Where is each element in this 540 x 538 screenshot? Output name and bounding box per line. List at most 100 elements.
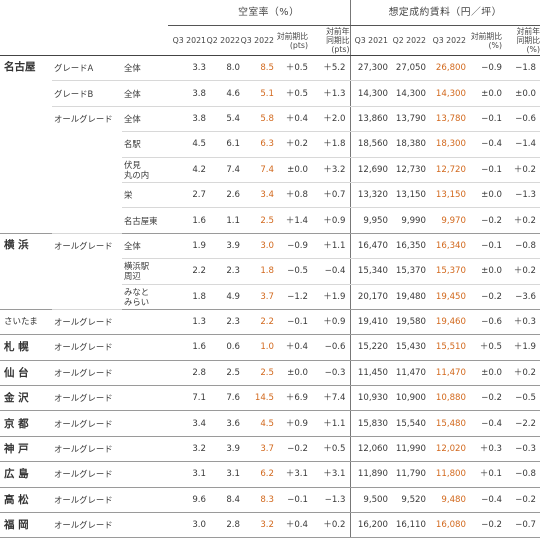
cell-rent-yoy: −0.6 <box>502 106 540 133</box>
cell-rent-qoq: −0.4 <box>466 410 502 437</box>
cell-vac-yoy: −0.6 <box>308 334 350 361</box>
cell-vac-yoy: ＋0.7 <box>308 182 350 209</box>
cell-vac-q3-2021: 1.6 <box>168 334 206 361</box>
cell-rent-yoy: −0.3 <box>502 436 540 463</box>
cell-vac-qoq: ＋0.4 <box>274 334 308 361</box>
cell-vac-qoq: −0.1 <box>274 487 308 514</box>
cell-rent-q2-2022: 16,110 <box>388 512 426 538</box>
cell-vac-q3-2022: 8.5 <box>240 55 274 82</box>
cell-rent-q2-2022: 11,990 <box>388 436 426 463</box>
cell-vac-q3-2021: 7.1 <box>168 385 206 412</box>
area-label: 栄 <box>122 182 168 209</box>
cell-rent-qoq: ±0.0 <box>466 80 502 107</box>
cell-rent-q2-2022: 15,430 <box>388 334 426 361</box>
area-label: みなと みらい <box>122 284 168 310</box>
cell-rent-q3-2021: 9,950 <box>349 207 388 234</box>
cell-rent-q3-2021: 12,690 <box>349 157 388 183</box>
cell-rent-yoy: −0.8 <box>502 461 540 488</box>
cell-rent-q3-2021: 11,890 <box>349 461 388 488</box>
cell-vac-q3-2022: 6.3 <box>240 131 274 158</box>
cell-rent-qoq: −0.2 <box>466 512 502 538</box>
cell-rent-q3-2021: 15,830 <box>349 410 388 437</box>
cell-vac-q2-2022: 6.1 <box>206 131 240 158</box>
cell-vac-q3-2021: 3.3 <box>168 55 206 82</box>
cell-vac-q3-2022: 2.2 <box>240 309 274 336</box>
cell-vac-qoq: ＋0.5 <box>274 55 308 82</box>
table-row: 伏見 丸の内 4.2 7.4 7.4 ±0.0 ＋3.2 12,690 12,730 12,720… <box>0 157 540 183</box>
cell-rent-q3-2022: 14,300 <box>426 80 466 107</box>
table-row: 名古屋 グレードA 全体 3.3 8.0 8.5 ＋0.5 ＋5.2 27,300 27,050 2… <box>0 55 540 234</box>
cell-vac-q3-2022: 3.4 <box>240 182 274 209</box>
city-name: 広 島 <box>0 461 52 488</box>
cell-rent-q2-2022: 27,050 <box>388 55 426 82</box>
cell-vac-q3-2022: 7.4 <box>240 157 274 183</box>
cell-vac-q2-2022: 2.5 <box>206 360 240 387</box>
city-name: 京 都 <box>0 410 52 437</box>
table-row: オールグレード 全体 3.8 5.4 5.8 ＋0.4 ＋2.0 13,860 13,790 13… <box>0 106 540 234</box>
table-row: 広 島オールグレード 3.1 3.1 6.2 ＋3.1 ＋3.1 11,890 11,790 1… <box>0 461 540 488</box>
grade-label: オールグレード <box>52 487 168 514</box>
cell-vac-q3-2022: 5.8 <box>240 106 274 133</box>
cell-rent-q3-2022: 13,150 <box>426 182 466 209</box>
cell-vac-q3-2021: 3.4 <box>168 410 206 437</box>
cell-rent-q3-2022: 13,780 <box>426 106 466 133</box>
cell-rent-q2-2022: 16,350 <box>388 233 426 260</box>
cell-vac-q2-2022: 0.6 <box>206 334 240 361</box>
col-vac-yoy: 対前年 同期比 (pts) <box>308 25 350 56</box>
cell-rent-q3-2022: 9,480 <box>426 487 466 514</box>
col-vac-q3-2022: Q3 2022 <box>240 25 274 56</box>
cell-rent-q3-2022: 11,470 <box>426 360 466 387</box>
cell-vac-q3-2021: 1.8 <box>168 284 206 310</box>
cell-vac-yoy: ＋1.1 <box>308 410 350 437</box>
cell-vac-q2-2022: 2.3 <box>206 309 240 336</box>
cell-rent-q3-2022: 15,510 <box>426 334 466 361</box>
cell-rent-qoq: −0.1 <box>466 157 502 183</box>
table-row: 札 幌オールグレード 1.6 0.6 1.0 ＋0.4 −0.6 15,220 15,430 1… <box>0 334 540 361</box>
cell-vac-q2-2022: 4.6 <box>206 80 240 107</box>
vacancy-group-header: 空室率（%） <box>168 0 350 26</box>
cell-vac-yoy: −0.3 <box>308 360 350 387</box>
table-row: 名駅 4.5 6.1 6.3 ＋0.2 ＋1.8 18,560 18,380 18,300 −0.… <box>0 131 540 158</box>
cell-vac-yoy: ＋1.8 <box>308 131 350 158</box>
cell-vac-q3-2021: 3.2 <box>168 436 206 463</box>
cell-vac-qoq: ＋3.1 <box>274 461 308 488</box>
cell-rent-q3-2021: 16,200 <box>349 512 388 538</box>
cell-vac-qoq: ＋0.4 <box>274 512 308 538</box>
cell-vac-q3-2022: 8.3 <box>240 487 274 514</box>
city-name: 札 幌 <box>0 334 52 361</box>
grade-label: オールグレード <box>52 106 122 234</box>
area-label: 全体 <box>122 55 168 82</box>
col-rent-q3-2022: Q3 2022 <box>426 25 466 56</box>
table-row: みなと みらい 1.8 4.9 3.7 −1.2 ＋1.9 20,170 19,480 19,45… <box>0 284 540 310</box>
cell-vac-q2-2022: 7.4 <box>206 157 240 183</box>
cell-vac-qoq: −1.2 <box>274 284 308 310</box>
cell-vac-q3-2021: 1.6 <box>168 207 206 234</box>
cell-vac-q3-2021: 1.3 <box>168 309 206 336</box>
area-label: 伏見 丸の内 <box>122 157 168 183</box>
cell-rent-q3-2022: 12,720 <box>426 157 466 183</box>
area-label: 全体 <box>122 106 168 133</box>
cell-vac-yoy: ＋1.1 <box>308 233 350 260</box>
cell-vac-qoq: ＋0.9 <box>274 410 308 437</box>
cell-rent-q2-2022: 12,730 <box>388 157 426 183</box>
cell-vac-q2-2022: 1.1 <box>206 207 240 234</box>
cell-rent-yoy: ＋0.2 <box>502 360 540 387</box>
cell-rent-q3-2021: 14,300 <box>349 80 388 107</box>
cell-vac-qoq: −0.2 <box>274 436 308 463</box>
cell-vac-yoy: ＋0.5 <box>308 436 350 463</box>
table-row: 京 都オールグレード 3.4 3.6 4.5 ＋0.9 ＋1.1 15,830 15,540 1… <box>0 410 540 437</box>
area-label: 全体 <box>122 233 168 260</box>
grade-label: オールグレード <box>52 512 168 538</box>
cell-rent-q3-2021: 18,560 <box>349 131 388 158</box>
area-label: 横浜駅 周辺 <box>122 258 168 285</box>
cell-rent-q3-2022: 16,080 <box>426 512 466 538</box>
table-row: 名古屋東 1.6 1.1 2.5 ＋1.4 ＋0.9 9,950 9,990 9,970 −0.2… <box>0 207 540 234</box>
cell-vac-qoq: −0.5 <box>274 258 308 285</box>
cell-rent-q2-2022: 9,520 <box>388 487 426 514</box>
area-label: 名駅 <box>122 131 168 158</box>
cell-rent-q2-2022: 11,470 <box>388 360 426 387</box>
cell-rent-q3-2022: 15,480 <box>426 410 466 437</box>
grade-label: オールグレード <box>52 360 168 387</box>
cell-vac-yoy: ＋1.9 <box>308 284 350 310</box>
col-rent-q2-2022: Q2 2022 <box>388 25 426 56</box>
